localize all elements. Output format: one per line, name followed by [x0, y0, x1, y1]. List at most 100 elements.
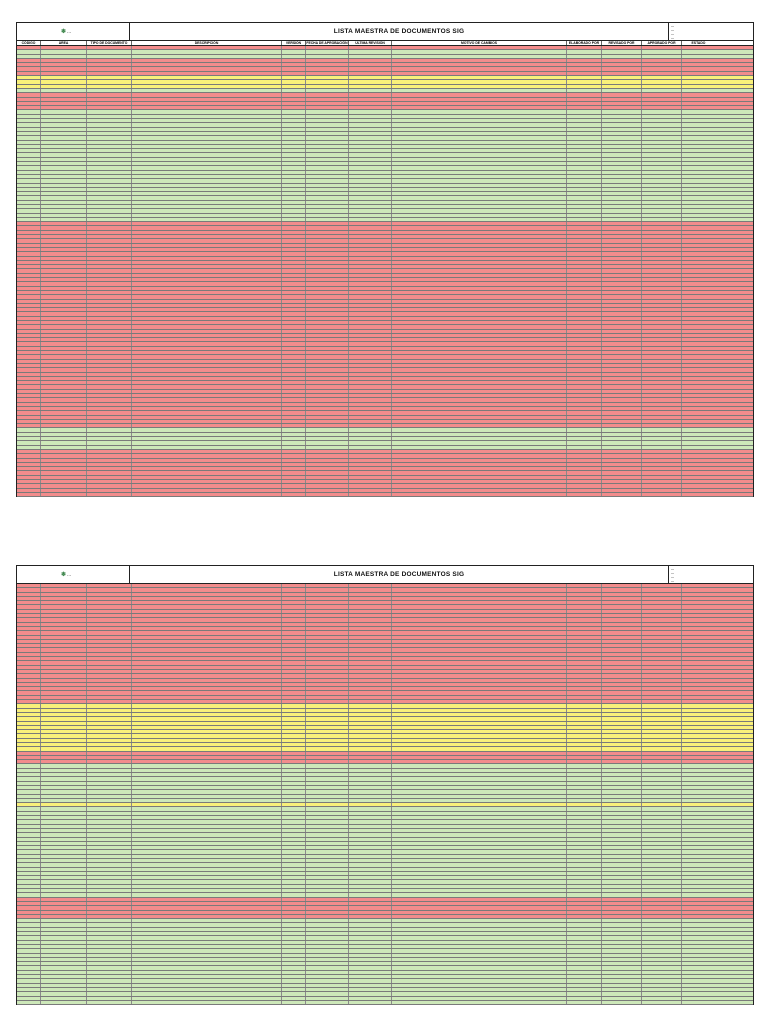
table-cell	[392, 398, 567, 402]
table-cell	[41, 975, 87, 979]
col-header: DESCRIPCIÓN	[132, 41, 282, 45]
table-cell	[41, 256, 87, 260]
table-cell	[682, 868, 715, 871]
table-cell	[306, 454, 349, 458]
table-cell	[682, 295, 715, 298]
table-cell	[682, 842, 715, 845]
table-cell	[132, 820, 282, 824]
table-cell	[567, 157, 602, 162]
table-cell	[306, 760, 349, 764]
table-cell	[682, 196, 715, 199]
table-cell	[602, 338, 642, 342]
table-cell	[17, 303, 41, 308]
table-cell	[87, 269, 132, 273]
table-cell	[87, 730, 132, 734]
table-row	[17, 850, 753, 855]
table-cell	[41, 196, 87, 200]
table-cell	[642, 618, 682, 622]
table-cell	[567, 863, 602, 867]
table-cell	[87, 441, 132, 445]
table-row	[17, 674, 753, 679]
table-cell	[282, 217, 306, 222]
table-cell	[132, 286, 282, 290]
table-cell	[602, 355, 642, 359]
table-cell	[682, 407, 715, 410]
table-cell	[642, 437, 682, 441]
table-cell	[132, 596, 282, 601]
table-cell	[682, 59, 715, 62]
table-cell	[17, 665, 41, 669]
table-cell	[132, 488, 282, 492]
table-cell	[87, 467, 132, 471]
table-cell	[306, 957, 349, 962]
table-row	[17, 492, 753, 498]
table-cell	[132, 226, 282, 230]
table-cell	[567, 700, 602, 704]
table-cell	[87, 359, 132, 363]
table-cell	[41, 648, 87, 652]
table-row	[17, 871, 753, 877]
table-cell	[306, 290, 349, 295]
table-cell	[682, 657, 715, 660]
table-cell	[349, 626, 392, 631]
table-cell	[306, 962, 349, 966]
table-cell	[682, 63, 715, 66]
table-cell	[642, 346, 682, 351]
table-cell	[41, 428, 87, 432]
table-cell	[392, 312, 567, 316]
table-cell	[602, 712, 642, 717]
table-cell	[682, 743, 715, 746]
table-cell	[282, 170, 306, 174]
table-cell	[132, 119, 282, 123]
table-cell	[349, 893, 392, 897]
table-cell	[41, 402, 87, 406]
table-cell	[602, 123, 642, 127]
table-cell	[392, 140, 567, 144]
table-cell	[282, 355, 306, 359]
table-row	[17, 484, 753, 489]
table-cell	[567, 614, 602, 618]
table-cell	[602, 471, 642, 475]
table-cell	[41, 695, 87, 700]
table-cell	[17, 183, 41, 187]
table-cell	[682, 321, 715, 324]
table-cell	[392, 428, 567, 432]
table-cell	[17, 712, 41, 717]
table-cell	[349, 674, 392, 678]
table-cell	[567, 794, 602, 798]
table-cell	[41, 127, 87, 131]
table-cell	[306, 717, 349, 721]
table-cell	[349, 816, 392, 820]
table-cell	[41, 458, 87, 462]
table-cell	[282, 785, 306, 790]
table-cell	[602, 376, 642, 381]
table-cell	[41, 157, 87, 162]
table-cell	[392, 299, 567, 303]
table-cell	[567, 798, 602, 803]
table-cell	[682, 829, 715, 832]
table-cell	[17, 970, 41, 975]
table-cell	[642, 661, 682, 665]
table-cell	[682, 850, 715, 853]
table-cell	[349, 987, 392, 992]
table-cell	[306, 119, 349, 123]
table-cell	[87, 114, 132, 119]
table-cell	[132, 187, 282, 192]
table-cell	[282, 394, 306, 398]
table-cell	[392, 265, 567, 269]
table-cell	[642, 605, 682, 609]
table-cell	[602, 901, 642, 906]
table-cell	[349, 372, 392, 376]
table-cell	[41, 247, 87, 252]
table-cell	[282, 919, 306, 923]
table-cell	[642, 110, 682, 114]
table-cell	[282, 700, 306, 704]
table-row	[17, 979, 753, 984]
table-cell	[567, 996, 602, 1000]
table-cell	[642, 295, 682, 299]
table-cell	[392, 333, 567, 338]
table-cell	[642, 282, 682, 286]
table-cell	[132, 674, 282, 678]
table-cell	[349, 402, 392, 406]
table-cell	[349, 101, 392, 106]
